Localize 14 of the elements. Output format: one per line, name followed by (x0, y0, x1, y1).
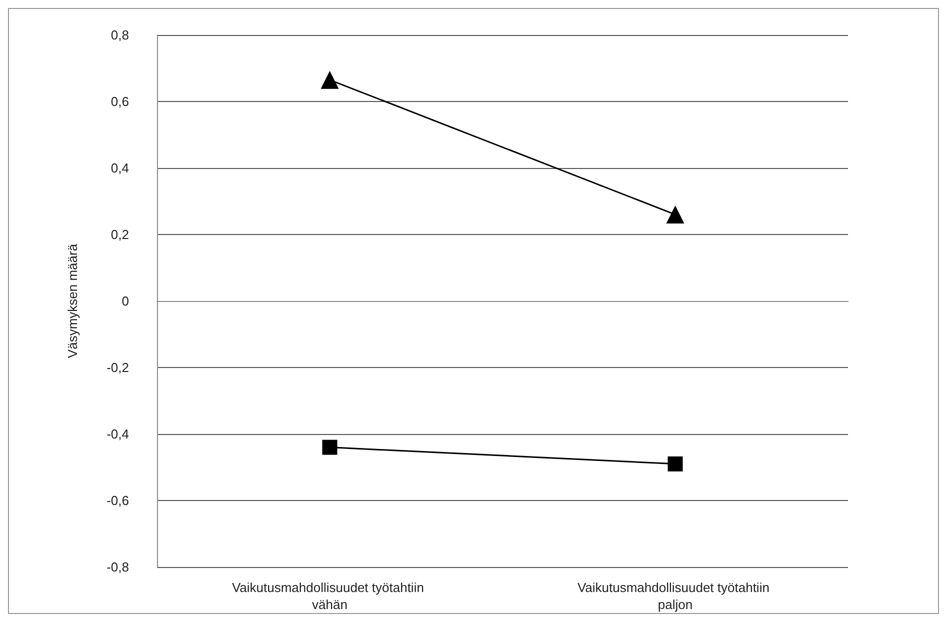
point (668, 456, 683, 472)
y-tick-label: 0,2 (110, 227, 129, 242)
y-tick-label: -0,2 (106, 360, 129, 375)
point (322, 440, 338, 455)
y-tick-label: 0,4 (110, 160, 129, 176)
y-tick-label: 0 (122, 294, 129, 308)
x-tick-label: Vaikutusmahdollisuudet työtahtiin paljon (577, 580, 774, 612)
y-tick-label: -0,4 (106, 426, 129, 442)
y-tick-label: -0,6 (106, 493, 129, 508)
y-tick-label: 0,6 (110, 94, 129, 109)
y-tick-label: -0,8 (106, 560, 129, 574)
y-axis-title: Väsymyksen määrä (65, 243, 80, 358)
y-tick-label: 0,8 (110, 28, 129, 42)
x-tick-label: Vaikutusmahdollisuudet työtahtiin vähän (232, 580, 428, 612)
